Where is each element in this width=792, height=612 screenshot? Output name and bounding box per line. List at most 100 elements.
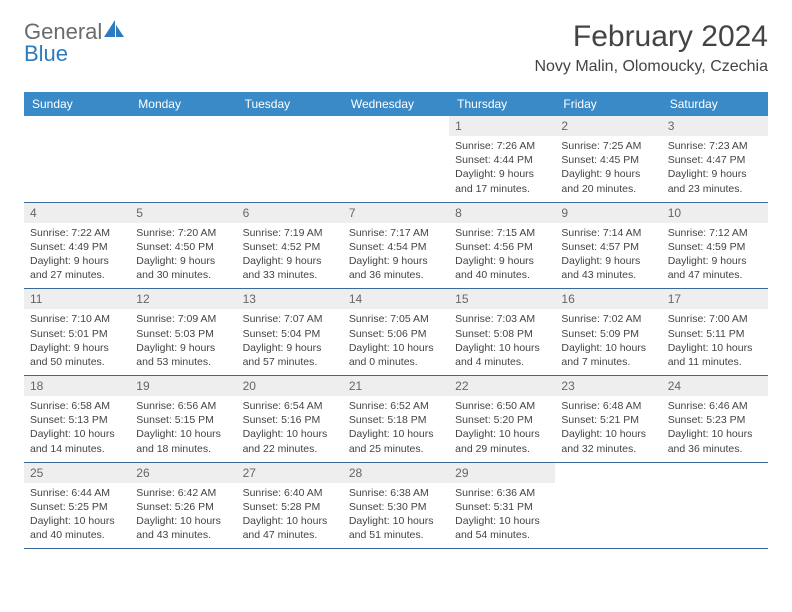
sunset-text: Sunset: 5:18 PM: [349, 413, 443, 427]
daylight-text: Daylight: 9 hours and 40 minutes.: [455, 254, 549, 282]
day-cell: 4Sunrise: 7:22 AMSunset: 4:49 PMDaylight…: [24, 203, 130, 289]
day-number: 10: [662, 203, 768, 223]
daylight-text: Daylight: 10 hours and 11 minutes.: [668, 341, 762, 369]
day-number: 26: [130, 463, 236, 483]
sunset-text: Sunset: 5:06 PM: [349, 327, 443, 341]
sunrise-text: Sunrise: 7:02 AM: [561, 312, 655, 326]
day-number: 9: [555, 203, 661, 223]
sunrise-text: Sunrise: 6:44 AM: [30, 486, 124, 500]
day-cell: 1Sunrise: 7:26 AMSunset: 4:44 PMDaylight…: [449, 116, 555, 202]
daylight-text: Daylight: 10 hours and 4 minutes.: [455, 341, 549, 369]
day-cell: 28Sunrise: 6:38 AMSunset: 5:30 PMDayligh…: [343, 463, 449, 549]
logo-sail-icon: [104, 20, 126, 43]
sunset-text: Sunset: 4:56 PM: [455, 240, 549, 254]
daylight-text: Daylight: 10 hours and 51 minutes.: [349, 514, 443, 542]
day-info: Sunrise: 6:50 AMSunset: 5:20 PMDaylight:…: [449, 396, 555, 462]
sunrise-text: Sunrise: 6:50 AM: [455, 399, 549, 413]
day-number: 24: [662, 376, 768, 396]
day-cell: 8Sunrise: 7:15 AMSunset: 4:56 PMDaylight…: [449, 203, 555, 289]
logo: General Blue: [24, 20, 126, 66]
day-info: Sunrise: 6:58 AMSunset: 5:13 PMDaylight:…: [24, 396, 130, 462]
day-cell: 27Sunrise: 6:40 AMSunset: 5:28 PMDayligh…: [237, 463, 343, 549]
day-number: 17: [662, 289, 768, 309]
sunrise-text: Sunrise: 6:46 AM: [668, 399, 762, 413]
day-cell: 17Sunrise: 7:00 AMSunset: 5:11 PMDayligh…: [662, 289, 768, 375]
day-info: Sunrise: 7:15 AMSunset: 4:56 PMDaylight:…: [449, 223, 555, 289]
title-block: February 2024 Novy Malin, Olomoucky, Cze…: [534, 20, 768, 76]
daylight-text: Daylight: 10 hours and 36 minutes.: [668, 427, 762, 455]
day-cell: 19Sunrise: 6:56 AMSunset: 5:15 PMDayligh…: [130, 376, 236, 462]
sunset-text: Sunset: 5:28 PM: [243, 500, 337, 514]
day-cell: 14Sunrise: 7:05 AMSunset: 5:06 PMDayligh…: [343, 289, 449, 375]
day-info: Sunrise: 7:14 AMSunset: 4:57 PMDaylight:…: [555, 223, 661, 289]
sunset-text: Sunset: 4:45 PM: [561, 153, 655, 167]
month-title: February 2024: [534, 20, 768, 54]
day-info: Sunrise: 7:00 AMSunset: 5:11 PMDaylight:…: [662, 309, 768, 375]
daylight-text: Daylight: 10 hours and 40 minutes.: [30, 514, 124, 542]
daylight-text: Daylight: 9 hours and 53 minutes.: [136, 341, 230, 369]
daylight-text: Daylight: 9 hours and 57 minutes.: [243, 341, 337, 369]
day-info: Sunrise: 7:02 AMSunset: 5:09 PMDaylight:…: [555, 309, 661, 375]
daylight-text: Daylight: 10 hours and 43 minutes.: [136, 514, 230, 542]
day-number: 19: [130, 376, 236, 396]
sunrise-text: Sunrise: 7:23 AM: [668, 139, 762, 153]
daylight-text: Daylight: 9 hours and 20 minutes.: [561, 167, 655, 195]
sunset-text: Sunset: 5:26 PM: [136, 500, 230, 514]
sunrise-text: Sunrise: 7:19 AM: [243, 226, 337, 240]
sunset-text: Sunset: 5:11 PM: [668, 327, 762, 341]
day-cell: 20Sunrise: 6:54 AMSunset: 5:16 PMDayligh…: [237, 376, 343, 462]
weekday-monday: Monday: [130, 92, 236, 116]
daylight-text: Daylight: 9 hours and 30 minutes.: [136, 254, 230, 282]
week-row: 18Sunrise: 6:58 AMSunset: 5:13 PMDayligh…: [24, 376, 768, 463]
sunrise-text: Sunrise: 7:22 AM: [30, 226, 124, 240]
day-cell: 3Sunrise: 7:23 AMSunset: 4:47 PMDaylight…: [662, 116, 768, 202]
day-number: 3: [662, 116, 768, 136]
weekday-header-row: SundayMondayTuesdayWednesdayThursdayFrid…: [24, 92, 768, 116]
day-info: Sunrise: 7:09 AMSunset: 5:03 PMDaylight:…: [130, 309, 236, 375]
day-number: 1: [449, 116, 555, 136]
sunset-text: Sunset: 4:50 PM: [136, 240, 230, 254]
day-cell: 22Sunrise: 6:50 AMSunset: 5:20 PMDayligh…: [449, 376, 555, 462]
sunset-text: Sunset: 5:09 PM: [561, 327, 655, 341]
sunset-text: Sunset: 5:04 PM: [243, 327, 337, 341]
day-cell: 29Sunrise: 6:36 AMSunset: 5:31 PMDayligh…: [449, 463, 555, 549]
weekday-wednesday: Wednesday: [343, 92, 449, 116]
day-cell: [130, 116, 236, 202]
day-cell: 9Sunrise: 7:14 AMSunset: 4:57 PMDaylight…: [555, 203, 661, 289]
daylight-text: Daylight: 9 hours and 33 minutes.: [243, 254, 337, 282]
day-info: Sunrise: 6:38 AMSunset: 5:30 PMDaylight:…: [343, 483, 449, 549]
sunrise-text: Sunrise: 7:20 AM: [136, 226, 230, 240]
sunrise-text: Sunrise: 6:52 AM: [349, 399, 443, 413]
day-info: Sunrise: 6:36 AMSunset: 5:31 PMDaylight:…: [449, 483, 555, 549]
day-info: Sunrise: 7:05 AMSunset: 5:06 PMDaylight:…: [343, 309, 449, 375]
day-info: Sunrise: 7:07 AMSunset: 5:04 PMDaylight:…: [237, 309, 343, 375]
weekday-friday: Friday: [555, 92, 661, 116]
sunrise-text: Sunrise: 6:54 AM: [243, 399, 337, 413]
sunrise-text: Sunrise: 7:10 AM: [30, 312, 124, 326]
day-cell: [237, 116, 343, 202]
day-number: 14: [343, 289, 449, 309]
day-info: Sunrise: 7:03 AMSunset: 5:08 PMDaylight:…: [449, 309, 555, 375]
sunrise-text: Sunrise: 6:36 AM: [455, 486, 549, 500]
sunrise-text: Sunrise: 6:58 AM: [30, 399, 124, 413]
weeks-container: 1Sunrise: 7:26 AMSunset: 4:44 PMDaylight…: [24, 116, 768, 549]
day-cell: 11Sunrise: 7:10 AMSunset: 5:01 PMDayligh…: [24, 289, 130, 375]
logo-word1: General: [24, 21, 102, 43]
weekday-saturday: Saturday: [662, 92, 768, 116]
day-number: 22: [449, 376, 555, 396]
weekday-thursday: Thursday: [449, 92, 555, 116]
week-row: 25Sunrise: 6:44 AMSunset: 5:25 PMDayligh…: [24, 463, 768, 550]
day-cell: [24, 116, 130, 202]
sunrise-text: Sunrise: 6:38 AM: [349, 486, 443, 500]
sunrise-text: Sunrise: 7:26 AM: [455, 139, 549, 153]
sunrise-text: Sunrise: 7:15 AM: [455, 226, 549, 240]
logo-text-block: General Blue: [24, 20, 126, 66]
daylight-text: Daylight: 10 hours and 7 minutes.: [561, 341, 655, 369]
day-info: Sunrise: 7:23 AMSunset: 4:47 PMDaylight:…: [662, 136, 768, 202]
day-info: Sunrise: 7:19 AMSunset: 4:52 PMDaylight:…: [237, 223, 343, 289]
sunrise-text: Sunrise: 7:09 AM: [136, 312, 230, 326]
daylight-text: Daylight: 9 hours and 43 minutes.: [561, 254, 655, 282]
day-number: 21: [343, 376, 449, 396]
day-info: Sunrise: 7:12 AMSunset: 4:59 PMDaylight:…: [662, 223, 768, 289]
day-number: 18: [24, 376, 130, 396]
